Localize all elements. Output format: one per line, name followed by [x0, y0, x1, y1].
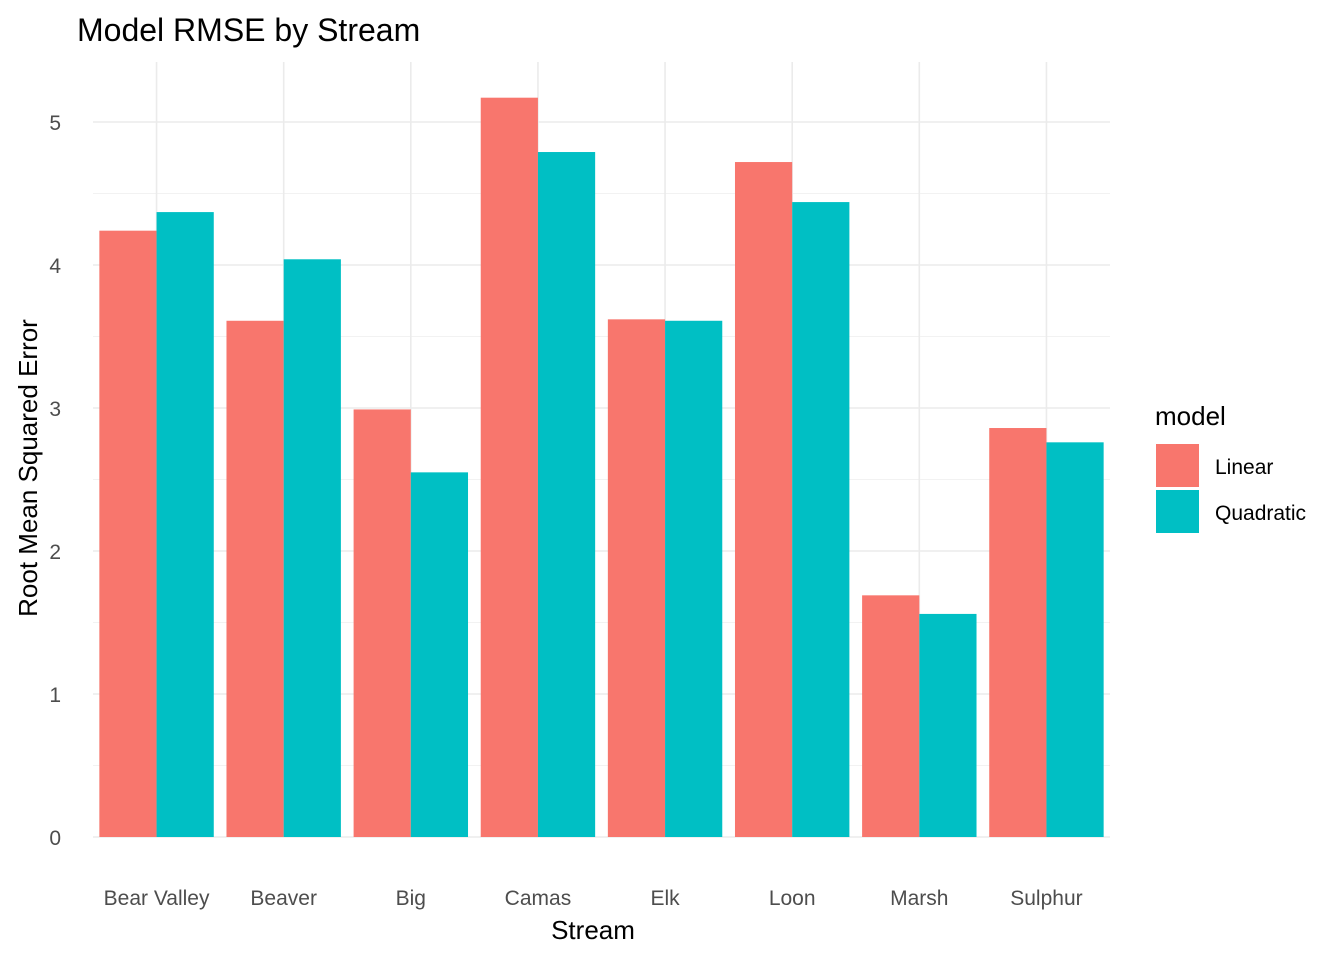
bar-linear-marsh: [862, 595, 920, 837]
x-tick-label: Camas: [505, 887, 572, 910]
y-tick-label: 2: [49, 541, 61, 564]
bar-linear-elk: [607, 319, 666, 838]
y-axis-ticks: 0 1 2 3 4 5: [49, 112, 61, 850]
chart-title: Model RMSE by Stream: [77, 12, 420, 48]
x-tick-label: Marsh: [890, 887, 948, 910]
y-axis-title: Root Mean Squared Error: [13, 319, 43, 617]
x-tick-label: Beaver: [250, 887, 317, 910]
bar-quadratic-bear-valley: [156, 212, 214, 838]
x-tick-label: Bear Valley: [104, 887, 210, 910]
bar-quadratic-camas: [537, 152, 596, 837]
legend-items: Linear Quadratic: [1156, 444, 1306, 533]
legend-label-linear: Linear: [1215, 456, 1273, 479]
bar-linear-bear-valley: [99, 230, 157, 837]
y-tick-label: 3: [49, 398, 61, 421]
x-tick-label: Loon: [769, 887, 816, 910]
x-axis-ticks: Bear Valley Beaver Big Camas Elk Loon Marsh Sul…: [104, 887, 1083, 910]
legend-title: model: [1155, 401, 1226, 431]
bar-linear-camas: [480, 97, 538, 837]
legend-swatch-quadratic: [1156, 490, 1199, 533]
legend-label-quadratic: Quadratic: [1215, 502, 1306, 525]
bar-linear-sulphur: [989, 428, 1047, 837]
x-tick-label: Elk: [650, 887, 680, 910]
legend: model Linear Quadratic: [1155, 401, 1306, 533]
bar-quadratic-sulphur: [1046, 442, 1104, 837]
bar-quadratic-beaver: [283, 259, 341, 837]
bar-quadratic-marsh: [919, 613, 977, 837]
bar-quadratic-big: [410, 472, 469, 837]
bar-linear-beaver: [226, 320, 284, 837]
bar-linear-loon: [734, 162, 793, 838]
bar-linear-big: [353, 409, 411, 837]
legend-swatch-linear: [1156, 444, 1199, 487]
y-tick-label: 4: [49, 255, 61, 278]
y-tick-label: 1: [49, 684, 61, 707]
bar-quadratic-loon: [792, 202, 850, 837]
y-tick-label: 5: [49, 112, 61, 135]
x-tick-label: Sulphur: [1010, 887, 1082, 910]
y-tick-label: 0: [49, 827, 61, 850]
x-tick-label: Big: [396, 887, 426, 910]
bar-quadratic-elk: [665, 320, 723, 837]
x-axis-title: Stream: [551, 915, 635, 945]
bars: [99, 97, 1104, 838]
